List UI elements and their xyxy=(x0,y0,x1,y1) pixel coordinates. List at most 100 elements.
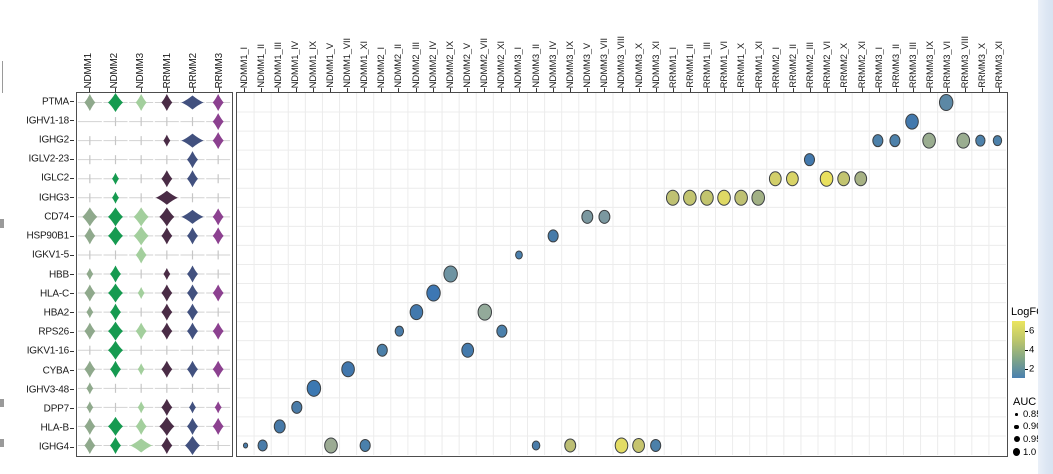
dot-column-label: NDMM1_V xyxy=(324,43,335,88)
auc-dot-cell xyxy=(1013,413,1023,416)
violin-shape xyxy=(187,265,198,283)
dot-point xyxy=(956,132,971,149)
dot-point xyxy=(324,437,338,454)
dot-point xyxy=(273,419,286,434)
dot-point xyxy=(341,361,355,378)
dot-column-label: NDMM3_VII xyxy=(599,38,610,88)
gene-label: HBA2 xyxy=(43,307,70,319)
logfc-tick-label: 4 xyxy=(1029,344,1035,355)
gene-tick xyxy=(70,408,74,410)
violin-column-label: RRMM2 xyxy=(187,52,199,88)
violin-shape xyxy=(135,417,147,435)
violin-shape xyxy=(112,191,119,204)
dot-column-label: RRMM2_VI xyxy=(822,40,833,88)
gene-label: HSP90B1 xyxy=(26,230,69,242)
logfc-tick-label: 2 xyxy=(1029,363,1035,374)
dot-column-label: RRMM1_XI xyxy=(753,40,764,88)
violin-shape xyxy=(108,207,123,227)
gene-tick xyxy=(70,331,74,333)
dot-column-label: RRMM2_XI xyxy=(856,40,867,88)
dot-column-label: RRMM1_X xyxy=(736,43,747,88)
dot-column-label: RRMM1_III xyxy=(702,41,713,88)
violin-shape xyxy=(84,360,96,378)
dot-point xyxy=(922,132,936,149)
dot-point xyxy=(751,189,766,206)
gene-tick xyxy=(70,274,74,275)
dot-point xyxy=(376,343,388,357)
violin-shape xyxy=(155,190,178,205)
violin-shape xyxy=(108,416,123,436)
dot-column-label: RRMM2_X xyxy=(839,43,850,88)
auc-legend-item: 0.95 xyxy=(1013,433,1053,446)
dot-column-label: NDMM2_IV xyxy=(427,40,438,88)
violin-shape xyxy=(212,360,224,378)
dot-column-label: NDMM1_IV xyxy=(290,40,301,88)
gene-tick xyxy=(70,216,74,218)
dot-point xyxy=(700,189,714,206)
dot-point xyxy=(242,442,249,449)
violin-shape xyxy=(108,93,123,113)
dot-column-label: NDMM3_VIII xyxy=(616,35,627,88)
dot-column-label: RRMM3_III xyxy=(908,41,919,88)
dot-point xyxy=(581,209,594,224)
gene-label: HBB xyxy=(49,269,69,280)
gene-label: IGLC2 xyxy=(41,172,69,184)
violin-shape xyxy=(212,94,224,112)
dot-column-label: RRMM3_II xyxy=(890,44,901,88)
violin-shape xyxy=(135,322,147,340)
logfc-tick-label: 6 xyxy=(1029,325,1035,336)
violin-shape xyxy=(84,94,96,112)
dot-column-label: NDMM2_V xyxy=(462,43,472,88)
violin-shape xyxy=(112,172,119,185)
dot-plot-panel xyxy=(236,92,1008,457)
violin-shape xyxy=(133,226,149,246)
dot-point xyxy=(650,438,662,452)
auc-dot-icon xyxy=(1014,424,1019,430)
gene-tick xyxy=(70,158,74,160)
dot-point xyxy=(477,303,493,321)
violin-shape xyxy=(212,208,224,226)
dot-column-label: NDMM1_II xyxy=(256,44,267,88)
violin-shape xyxy=(84,417,96,435)
dot-column-label: RRMM3_VI xyxy=(942,40,953,88)
gene-label: IGKV1-5 xyxy=(32,249,69,261)
dot-column-label: RRMM2_II xyxy=(787,44,798,88)
violin-shape xyxy=(84,284,96,302)
window-edge-strip xyxy=(1038,0,1053,474)
violin-shape xyxy=(86,382,94,395)
auc-item-label: 0.85 xyxy=(1023,408,1042,420)
logfc-tick-mark xyxy=(1025,330,1028,332)
dot-point xyxy=(803,153,816,167)
violin-shape xyxy=(110,436,121,454)
violin-shape xyxy=(212,227,224,245)
violin-shape xyxy=(161,360,173,378)
gene-label: CYBA xyxy=(42,365,70,377)
auc-dot-icon xyxy=(1013,448,1020,456)
gene-label: IGLV2-23 xyxy=(28,153,70,165)
logfc-legend-title: LogFC xyxy=(1011,306,1045,318)
gene-label: RPS26 xyxy=(38,326,69,338)
violin-shape xyxy=(185,435,200,455)
violin-shape xyxy=(163,134,171,147)
gene-tick xyxy=(70,197,74,199)
violin-shape xyxy=(181,209,204,224)
violin-shape xyxy=(187,417,198,435)
violin-shape xyxy=(84,227,96,245)
violin-shape xyxy=(163,268,171,280)
dot-column-label: NDMM1_XI xyxy=(359,40,370,88)
violin-shape xyxy=(108,321,123,341)
dot-point xyxy=(905,113,919,130)
violin-shape xyxy=(130,438,153,453)
dot-point xyxy=(717,189,731,206)
dot-column-label: NDMM1_VII xyxy=(341,38,352,88)
auc-legend-title: AUC xyxy=(1013,396,1037,408)
auc-item-label: 0.95 xyxy=(1023,433,1042,445)
dot-column-label: RRMM2_III xyxy=(805,41,816,88)
auc-dot-cell xyxy=(1013,424,1023,430)
dot-point xyxy=(854,171,868,187)
dot-point xyxy=(409,304,424,321)
dot-point xyxy=(515,250,523,260)
violin-shape xyxy=(133,207,149,227)
left-edge-artifact xyxy=(0,439,4,447)
